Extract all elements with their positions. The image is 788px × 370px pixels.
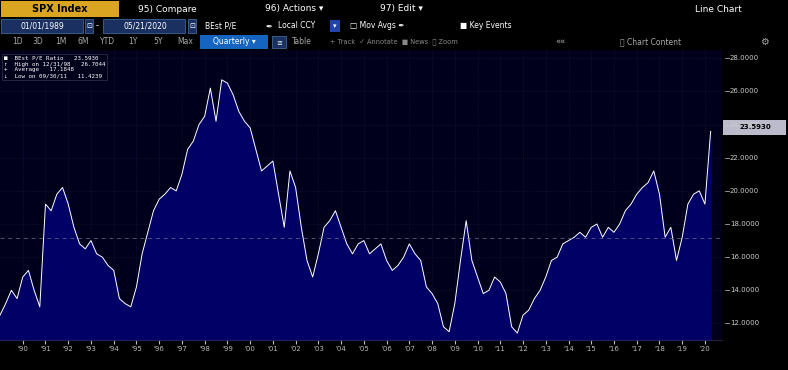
Text: 26.0000: 26.0000 xyxy=(730,88,759,94)
Text: ≅: ≅ xyxy=(276,39,282,45)
Text: + Track  ✓ Annotate  ■ News  ⌕ Zoom: + Track ✓ Annotate ■ News ⌕ Zoom xyxy=(330,39,458,45)
Text: Line Chart: Line Chart xyxy=(695,4,742,13)
Text: ■  BEst P/E Ratio   23.5930
↑  High on 12/31/98   26.7044
+  Average   17.1848
↓: ■ BEst P/E Ratio 23.5930 ↑ High on 12/31… xyxy=(4,56,105,78)
Text: 14.0000: 14.0000 xyxy=(730,287,759,293)
Text: SPX Index: SPX Index xyxy=(32,4,87,14)
Text: 28.0000: 28.0000 xyxy=(730,55,759,61)
Text: ««: «« xyxy=(555,37,565,47)
Text: ✒: ✒ xyxy=(265,21,272,30)
Text: Quarterly ▾: Quarterly ▾ xyxy=(213,37,255,47)
Text: Max: Max xyxy=(177,37,193,47)
Text: 20.0000: 20.0000 xyxy=(730,188,759,194)
Text: 24.0000: 24.0000 xyxy=(730,122,759,128)
Bar xyxy=(200,35,268,49)
Text: YTD: YTD xyxy=(100,37,115,47)
Text: ⊡: ⊡ xyxy=(189,23,195,29)
Text: 18.0000: 18.0000 xyxy=(730,221,759,227)
Text: ⊡: ⊡ xyxy=(86,23,92,29)
Text: 1D: 1D xyxy=(12,37,23,47)
Bar xyxy=(723,120,786,135)
Text: -: - xyxy=(95,21,98,30)
Text: 6M: 6M xyxy=(78,37,90,47)
Text: 97) Edit ▾: 97) Edit ▾ xyxy=(380,4,423,13)
Text: 1Y: 1Y xyxy=(128,37,137,47)
Text: 12.0000: 12.0000 xyxy=(730,320,759,326)
Text: 16.0000: 16.0000 xyxy=(730,254,759,260)
Text: 01/01/1989: 01/01/1989 xyxy=(20,21,64,30)
Bar xyxy=(1,1,119,17)
Text: 5Y: 5Y xyxy=(153,37,162,47)
Text: 23.5930: 23.5930 xyxy=(739,124,771,130)
Bar xyxy=(188,19,196,33)
Bar xyxy=(103,19,185,33)
Text: Local CCY: Local CCY xyxy=(278,21,315,30)
Text: 96) Actions ▾: 96) Actions ▾ xyxy=(265,4,323,13)
Text: 1M: 1M xyxy=(55,37,66,47)
Text: 3D: 3D xyxy=(32,37,43,47)
Text: 05/21/2020: 05/21/2020 xyxy=(123,21,167,30)
Text: □ Mov Avgs ✒: □ Mov Avgs ✒ xyxy=(350,21,404,30)
Text: ⛲ Chart Content: ⛲ Chart Content xyxy=(620,37,681,47)
Text: BEst P/E: BEst P/E xyxy=(205,21,236,30)
Bar xyxy=(330,20,340,32)
Text: Table: Table xyxy=(292,37,312,47)
Text: ▾: ▾ xyxy=(333,23,336,29)
Bar xyxy=(85,19,93,33)
Text: ⚙: ⚙ xyxy=(760,37,769,47)
Text: 22.0000: 22.0000 xyxy=(730,155,759,161)
Text: 95) Compare: 95) Compare xyxy=(138,4,197,13)
Text: ■ Key Events: ■ Key Events xyxy=(460,21,511,30)
Bar xyxy=(1,19,83,33)
Bar xyxy=(272,36,286,48)
